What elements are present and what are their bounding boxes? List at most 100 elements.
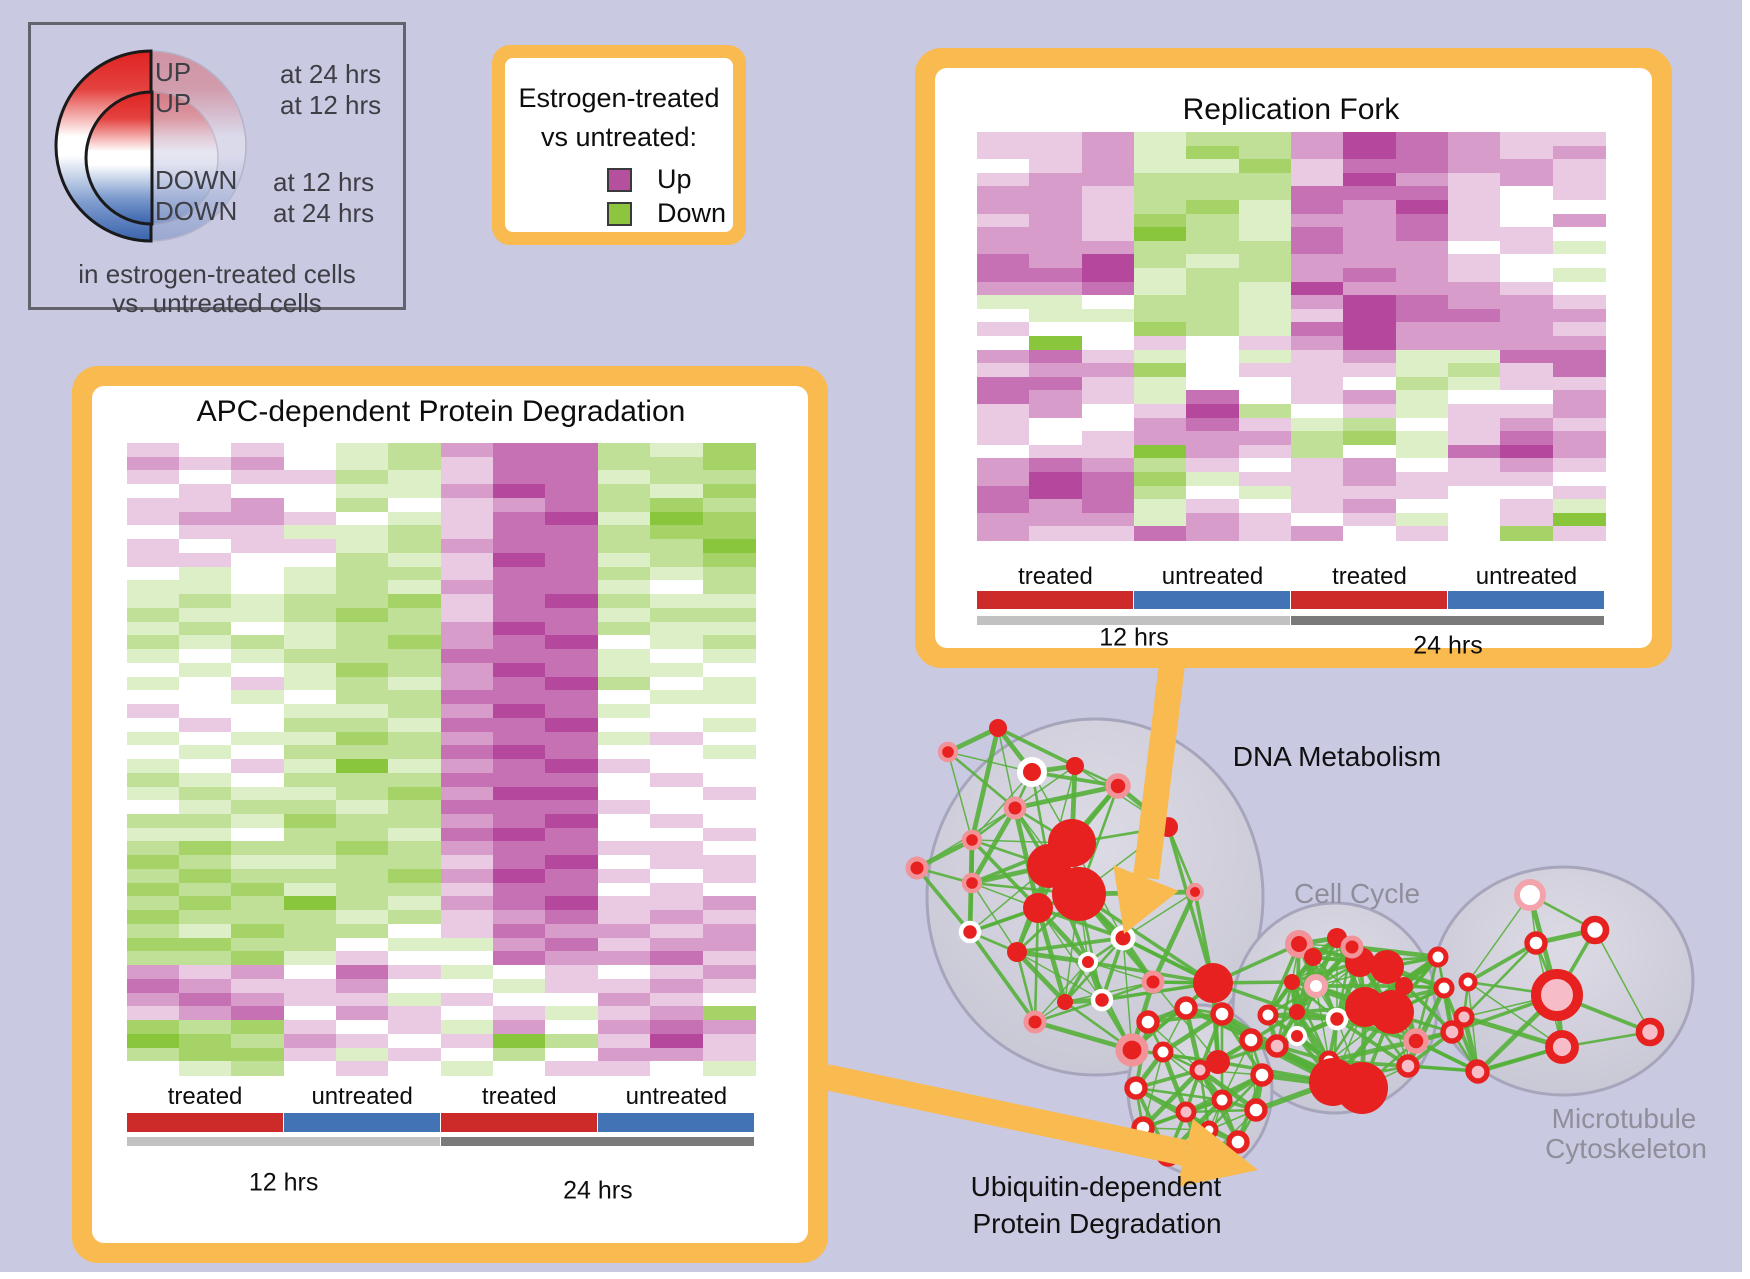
heatmap-cell (178, 1006, 232, 1021)
heatmap-cell (1186, 363, 1240, 378)
gene-node-ub-63 (1239, 1028, 1263, 1052)
heatmap-cell (283, 484, 337, 499)
heatmap-cell (126, 978, 180, 994)
heatmap-cell (283, 621, 337, 636)
heatmap-cell (126, 965, 180, 980)
time-bar-12hrs (126, 1137, 440, 1146)
heatmap-cell (702, 923, 756, 939)
heatmap-cell (597, 992, 651, 1007)
apc-panel-title: APC-dependent Protein Degradation (196, 395, 686, 428)
heatmap-cell (1552, 227, 1606, 242)
panel-to-cluster-arrow-2 (823, 1064, 1258, 1188)
heatmap-cell (1343, 159, 1397, 174)
condition-label-untreated-1: untreated (1161, 563, 1264, 590)
heatmap-cell (1290, 200, 1344, 215)
heatmap-cell (545, 511, 599, 527)
heatmap-cell (335, 759, 389, 774)
heatmap-cell (1395, 349, 1449, 364)
gene-node-ub-72 (1189, 1059, 1211, 1081)
network-edge (997, 726, 1076, 768)
heatmap-cell (1186, 145, 1240, 160)
heatmap-cell (1186, 227, 1240, 242)
heatmap-cell (1290, 526, 1344, 541)
heatmap-cell (597, 497, 651, 513)
heatmap-cell (231, 690, 285, 705)
gene-node-cc-32 (1289, 1004, 1305, 1020)
heatmap-cell (493, 443, 547, 458)
heatmap-cell (388, 772, 442, 788)
network-edge (1467, 894, 1531, 983)
heatmap-cell (545, 443, 599, 458)
gene-node-ub-74 (1175, 1101, 1197, 1123)
gene-node-mt-53 (1524, 931, 1548, 955)
heatmap-cell (1290, 132, 1344, 147)
heatmap-cell (1290, 431, 1344, 446)
heatmap-cell (440, 594, 494, 609)
heatmap-cell (388, 786, 442, 801)
heatmap-cell (1500, 200, 1554, 215)
heatmap-cell (231, 621, 285, 636)
heatmap-cell (178, 800, 232, 815)
repfork-panel-title: Replication Fork (1182, 93, 1400, 126)
network-edge (1016, 936, 1124, 954)
heatmap-cell (388, 607, 442, 623)
heatmap-cell (597, 800, 651, 815)
heatmap-cell (1081, 186, 1135, 201)
heatmap-cell (388, 456, 442, 472)
treated-color-bar (1290, 591, 1447, 609)
heatmap-cell (597, 978, 651, 994)
heatmap-cell (335, 1047, 389, 1062)
heatmap-cell (126, 827, 180, 843)
heatmap-cell (126, 456, 180, 472)
heatmap-cell (440, 662, 494, 678)
gene-node-mt-52 (1580, 915, 1610, 945)
heatmap-cell (231, 1061, 285, 1076)
gene-node-dna-3 (1003, 796, 1027, 820)
heatmap-cell (493, 704, 547, 719)
heatmap-cell (388, 1006, 442, 1021)
heatmap-cell (493, 470, 547, 485)
heatmap-cell (1186, 499, 1240, 514)
heatmap-cell (650, 786, 704, 801)
heatmap-cell (650, 525, 704, 540)
heatmap-cell (1343, 132, 1397, 147)
heatmap-cell (388, 731, 442, 746)
heatmap-cell (1081, 404, 1135, 419)
heatmap-cell (597, 594, 651, 609)
gene-node-dna-5 (905, 856, 929, 880)
heatmap-cell (1081, 159, 1135, 174)
heatmap-cell (283, 717, 337, 733)
heatmap-cell (1186, 404, 1240, 419)
heatmap-cell (1081, 526, 1135, 541)
heatmap-cell (440, 649, 494, 664)
heatmap-cell (283, 580, 337, 595)
heatmap-cell (1133, 472, 1187, 487)
heatmap-cell (231, 786, 285, 801)
heatmap-cell (1029, 526, 1083, 541)
heatmap-cell (178, 717, 232, 733)
heatmap-cell (545, 1006, 599, 1021)
gene-node-cc-42 (1304, 948, 1322, 966)
heatmap-cell (231, 649, 285, 664)
heatmap-cell (1552, 485, 1606, 500)
heatmap-cell (650, 635, 704, 650)
heatmap-cell (440, 855, 494, 870)
heatmap-cell (126, 759, 180, 774)
heatmap-cell (1500, 404, 1554, 419)
heatmap-cell (283, 841, 337, 856)
heatmap-cell (440, 539, 494, 554)
heatmap-cell (178, 580, 232, 595)
heatmap-cell (388, 662, 442, 678)
heatmap-cell (178, 511, 232, 527)
heatmap-cell (283, 497, 337, 513)
heatmap-cell (1290, 472, 1344, 487)
heatmap-cell (231, 635, 285, 650)
heatmap-cell (1186, 390, 1240, 405)
heatmap-cell (493, 484, 547, 499)
heatmap-cell (1552, 254, 1606, 269)
heatmap-cell (1395, 186, 1449, 201)
heatmap-cell (1395, 240, 1449, 255)
heatmap-cell (126, 580, 180, 595)
heatmap-cell (1552, 268, 1606, 283)
heatmap-cell (493, 539, 547, 554)
